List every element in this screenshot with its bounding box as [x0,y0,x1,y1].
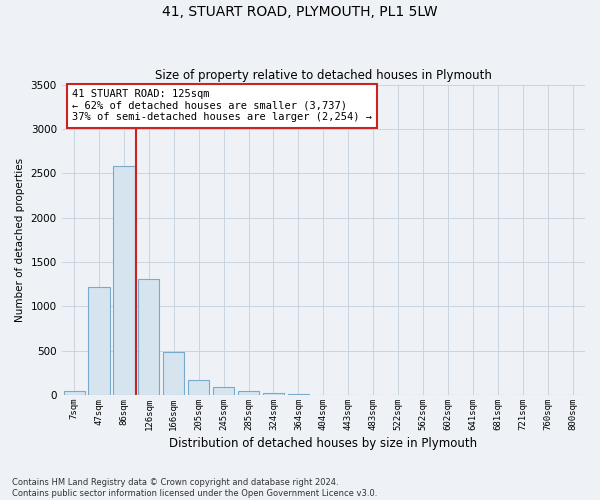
Bar [163,352,184,395]
X-axis label: Distribution of detached houses by size in Plymouth: Distribution of detached houses by size … [169,437,478,450]
Title: Size of property relative to detached houses in Plymouth: Size of property relative to detached ho… [155,69,492,82]
Bar [213,386,234,395]
Bar [288,394,309,395]
Text: 41, STUART ROAD, PLYMOUTH, PL1 5LW: 41, STUART ROAD, PLYMOUTH, PL1 5LW [162,5,438,19]
Bar [113,166,134,395]
Bar [263,393,284,395]
Bar [88,287,110,395]
Text: 41 STUART ROAD: 125sqm
← 62% of detached houses are smaller (3,737)
37% of semi-: 41 STUART ROAD: 125sqm ← 62% of detached… [72,89,372,122]
Bar [238,391,259,395]
Text: Contains HM Land Registry data © Crown copyright and database right 2024.
Contai: Contains HM Land Registry data © Crown c… [12,478,377,498]
Bar [138,279,160,395]
Bar [188,380,209,395]
Bar [64,390,85,395]
Y-axis label: Number of detached properties: Number of detached properties [15,158,25,322]
